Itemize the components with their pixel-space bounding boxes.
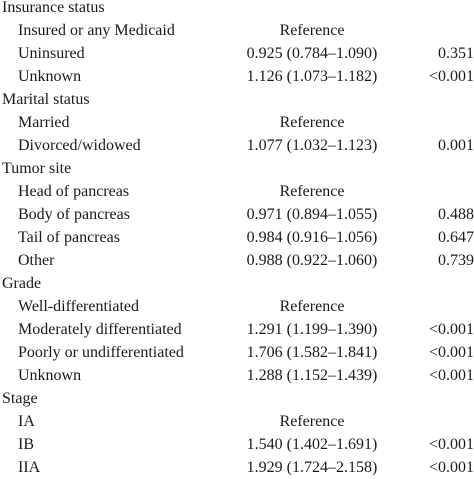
- variable-label: Other: [18, 252, 55, 269]
- table-row: Body of pancreas 0.971 (0.894–1.055) 0.488: [0, 203, 474, 226]
- table-row: Divorced/widowed 1.077 (1.032–1.123) 0.001: [0, 134, 474, 157]
- p-value-cell: <0.001: [428, 459, 474, 476]
- variable-label: Divorced/widowed: [18, 137, 141, 154]
- section-title: Marital status: [2, 91, 90, 108]
- table-row: Moderately differentiated 1.291 (1.199–1.…: [0, 318, 474, 341]
- hazard-ratio-ci-cell: 0.925 (0.784–1.090): [246, 45, 378, 62]
- p-value-cell: <0.001: [428, 321, 474, 338]
- section-header-row: Insurance status: [0, 0, 474, 19]
- section-title: Tumor site: [2, 160, 72, 177]
- p-value-cell: 0.488: [438, 206, 474, 223]
- hazard-ratio-ci-cell: Reference: [279, 413, 345, 430]
- table-row: IA Reference: [0, 410, 474, 433]
- variable-label: Tail of pancreas: [18, 229, 120, 246]
- p-value-cell: <0.001: [428, 68, 474, 85]
- hazard-ratio-ci-cell: 1.291 (1.199–1.390): [246, 321, 378, 338]
- table-row: Married Reference: [0, 111, 474, 134]
- hazard-ratio-ci-cell: 0.988 (0.922–1.060): [246, 252, 378, 269]
- section-header-row: Stage: [0, 387, 474, 410]
- hazard-ratio-ci-cell: 1.540 (1.402–1.691): [246, 436, 378, 453]
- p-value-cell: 0.739: [438, 252, 474, 269]
- section-header-row: Grade: [0, 272, 474, 295]
- hazard-ratio-ci-cell: Reference: [279, 183, 345, 200]
- hazard-ratio-ci-cell: Reference: [279, 298, 345, 315]
- p-value-cell: <0.001: [428, 436, 474, 453]
- variable-label: Married: [18, 114, 70, 131]
- variable-label: Head of pancreas: [18, 183, 130, 200]
- section-title: Insurance status: [2, 0, 105, 16]
- variable-label: Insured or any Medicaid: [18, 22, 175, 39]
- table-row: Unknown 1.126 (1.073–1.182) <0.001: [0, 65, 474, 88]
- hazard-ratio-ci-cell: 0.971 (0.894–1.055): [246, 206, 378, 223]
- variable-label: IIA: [18, 459, 41, 476]
- table-row: IB 1.540 (1.402–1.691) <0.001: [0, 433, 474, 456]
- hazard-ratio-ci-cell: 1.929 (1.724–2.158): [246, 459, 378, 476]
- variable-label: Poorly or undifferentiated: [18, 344, 184, 361]
- table-row: Unknown 1.288 (1.152–1.439) <0.001: [0, 364, 474, 387]
- p-value-cell: 0.351: [438, 45, 474, 62]
- p-value-cell: <0.001: [428, 344, 474, 361]
- hazard-ratio-ci-cell: 0.984 (0.916–1.056): [246, 229, 378, 246]
- variable-label: Uninsured: [18, 45, 85, 62]
- hazard-ratio-ci-cell: Reference: [279, 22, 345, 39]
- table-row: Other 0.988 (0.922–1.060) 0.739: [0, 249, 474, 272]
- hazard-ratio-ci-cell: 1.706 (1.582–1.841): [246, 344, 378, 361]
- variable-label: Body of pancreas: [18, 206, 130, 223]
- section-header-row: Marital status: [0, 88, 474, 111]
- p-value-cell: <0.001: [428, 367, 474, 384]
- section-header-row: Tumor site: [0, 157, 474, 180]
- hazard-ratio-ci-cell: Reference: [279, 114, 345, 131]
- variable-label: Well-differentiated: [18, 298, 140, 315]
- table-row: Uninsured 0.925 (0.784–1.090) 0.351: [0, 42, 474, 65]
- variable-label: Moderately differentiated: [18, 321, 182, 338]
- p-value-cell: 0.647: [438, 229, 474, 246]
- table-row: Insured or any Medicaid Reference: [0, 19, 474, 42]
- variable-label: Unknown: [18, 68, 82, 85]
- table-row: IIA 1.929 (1.724–2.158) <0.001: [0, 456, 474, 479]
- hazard-ratio-ci-cell: 1.077 (1.032–1.123): [246, 137, 378, 154]
- section-title: Grade: [2, 275, 42, 292]
- table-row: Head of pancreas Reference: [0, 180, 474, 203]
- section-title: Stage: [2, 390, 38, 407]
- table-row: Tail of pancreas 0.984 (0.916–1.056) 0.647: [0, 226, 474, 249]
- variable-label: IA: [18, 413, 35, 430]
- hazard-ratio-ci-cell: 1.288 (1.152–1.439): [246, 367, 378, 384]
- variable-label: IB: [18, 436, 34, 453]
- variable-label: Unknown: [18, 367, 82, 384]
- hazard-ratio-ci-cell: 1.126 (1.073–1.182): [246, 68, 378, 85]
- table-row: Well-differentiated Reference: [0, 295, 474, 318]
- table-row: Poorly or undifferentiated 1.706 (1.582–1…: [0, 341, 474, 364]
- p-value-cell: 0.001: [438, 137, 474, 154]
